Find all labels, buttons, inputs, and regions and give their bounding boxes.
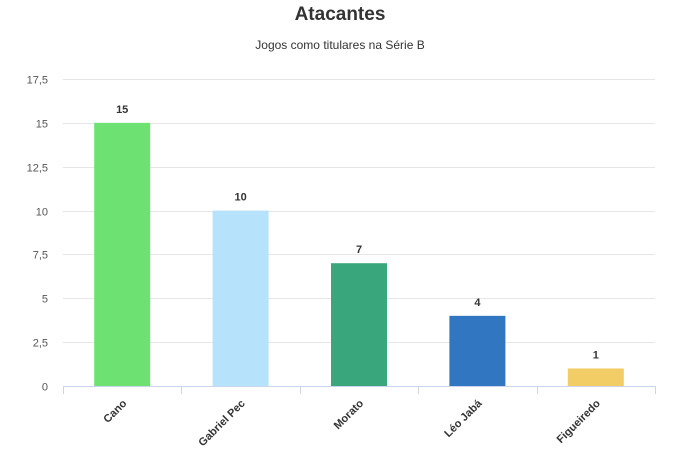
- bars: [94, 122, 624, 386]
- x-tick-label: Morato: [332, 397, 367, 432]
- data-label: 15: [116, 104, 128, 116]
- x-tick-label: Cano: [101, 397, 129, 425]
- grid-lines: [63, 79, 655, 343]
- chart-subtitle: Jogos como titulares na Série B: [255, 38, 425, 52]
- bar[interactable]: [331, 263, 387, 386]
- y-tick-label: 17,5: [27, 75, 48, 87]
- y-tick-label: 10: [36, 207, 48, 219]
- y-tick-label: 2,5: [33, 338, 48, 350]
- bar[interactable]: [449, 315, 506, 386]
- bar[interactable]: [567, 368, 624, 386]
- y-tick-label: 12,5: [27, 163, 48, 175]
- x-tick-label: Léo Jabá: [442, 397, 485, 440]
- x-tick-label: Gabriel Pec: [196, 398, 247, 449]
- chart-title: Atacantes: [294, 4, 386, 25]
- y-tick-label: 5: [42, 294, 48, 306]
- y-tick-label: 0: [42, 382, 48, 394]
- y-axis: 0 2,5 5 7,5 10 12,5 15 17,5: [27, 75, 48, 394]
- data-labels: 15 10 7 4 1: [116, 104, 599, 362]
- data-label: 10: [234, 192, 246, 204]
- data-label: 7: [356, 244, 362, 256]
- y-tick-label: 15: [36, 119, 48, 131]
- data-label: 1: [593, 349, 599, 361]
- bar[interactable]: [212, 210, 269, 386]
- x-tick-label: Figueiredo: [555, 397, 603, 445]
- data-label: 4: [474, 297, 481, 309]
- x-axis: Cano Gabriel Pec Morato Léo Jabá Figueiredo: [63, 386, 656, 449]
- bar[interactable]: [94, 122, 151, 386]
- y-tick-label: 7,5: [33, 250, 48, 262]
